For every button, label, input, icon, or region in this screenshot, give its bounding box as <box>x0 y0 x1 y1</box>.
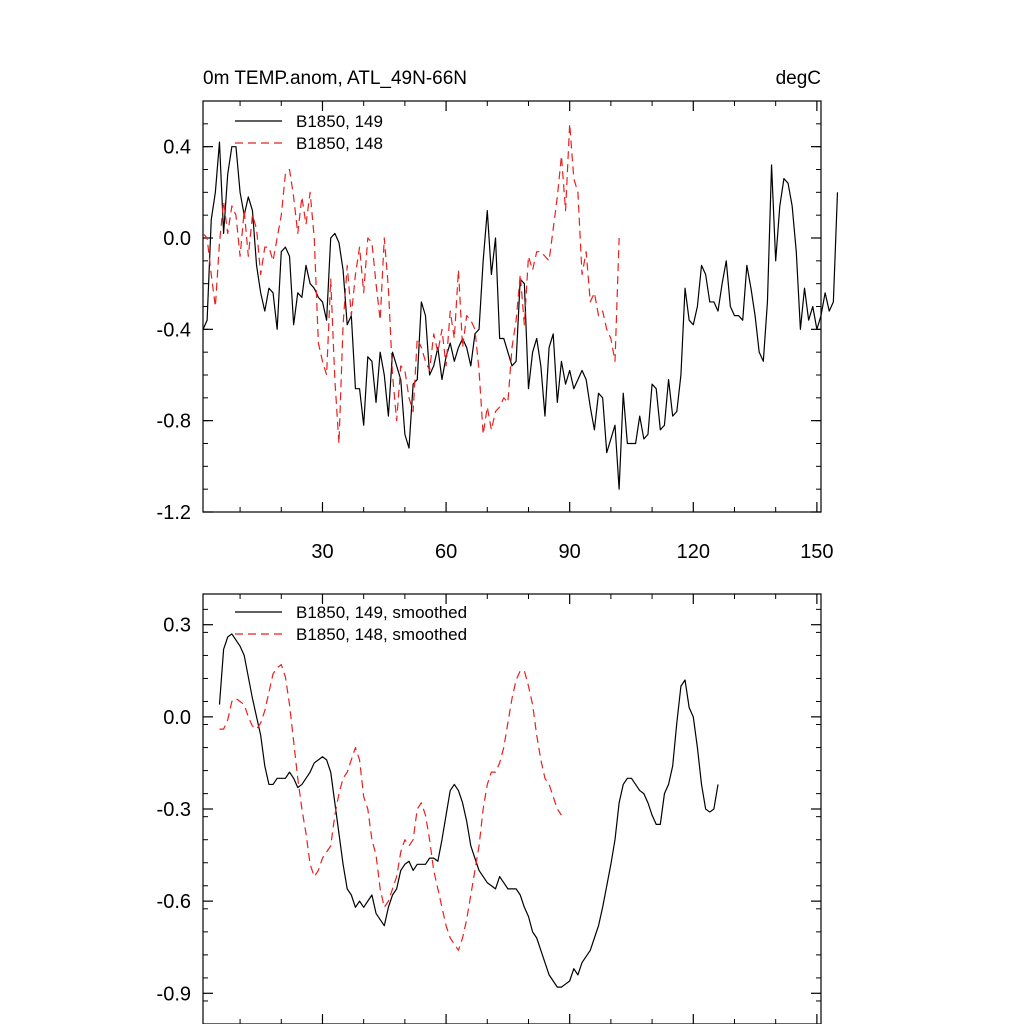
legend-label-run148-smoothed: B1850, 148, smoothed <box>296 625 467 644</box>
top-axis-ticks: -1.2 -0.8 -0.4 0.0 0.4 30 60 90 120 150 <box>157 100 834 563</box>
top-chart-units: degC <box>776 68 821 89</box>
bottom-series-lines <box>218 633 719 988</box>
ytick-label: -0.9 <box>157 983 191 1005</box>
top-series-line-run148 <box>202 123 620 445</box>
ytick-label: 0.0 <box>163 228 191 250</box>
ytick-label: 0.0 <box>163 707 191 729</box>
top-panel: 0m TEMP.anom, ATL_49N-66N degC -1.2-0.8-… <box>157 68 839 563</box>
ytick-label: 0.3 <box>163 615 191 637</box>
ytick-label: -0.3 <box>157 799 191 821</box>
top-series-lines <box>202 123 839 490</box>
bottom-series-line-run148 <box>219 664 562 951</box>
legend-label-run148: B1850, 148 <box>296 134 383 153</box>
ytick-label: -0.6 <box>157 891 191 913</box>
xtick-label: 90 <box>559 541 581 563</box>
xtick-label: 30 <box>311 541 333 563</box>
xtick-label: 120 <box>677 541 710 563</box>
xtick-label: 60 <box>435 541 457 563</box>
legend-label-run149: B1850, 149 <box>296 112 383 131</box>
bottom-plot-frame <box>202 593 822 1024</box>
legend-label-run149-smoothed: B1850, 149, smoothed <box>296 603 467 622</box>
bottom-series-line-run149 <box>218 633 719 988</box>
xtick-label: 150 <box>800 541 833 563</box>
bottom-legend: B1850, 149, smoothed B1850, 148, smoothe… <box>235 603 467 644</box>
ytick-label: 0.4 <box>163 137 191 159</box>
bottom-panel: -0.9 -0.6 -0.3 0.0 0.3 B1850, 149, smoothed … <box>157 593 822 1024</box>
top-chart-title: 0m TEMP.anom, ATL_49N-66N <box>203 68 467 89</box>
ytick-label: -0.4 <box>157 319 191 341</box>
bottom-axis-ticks: -0.9 -0.6 -0.3 0.0 0.3 <box>157 594 821 1024</box>
ytick-label: -0.8 <box>157 411 191 433</box>
top-legend: B1850, 149 B1850, 148 <box>235 112 383 153</box>
ytick-label: -1.2 <box>157 502 191 524</box>
top-series-line-run149 <box>202 141 839 490</box>
